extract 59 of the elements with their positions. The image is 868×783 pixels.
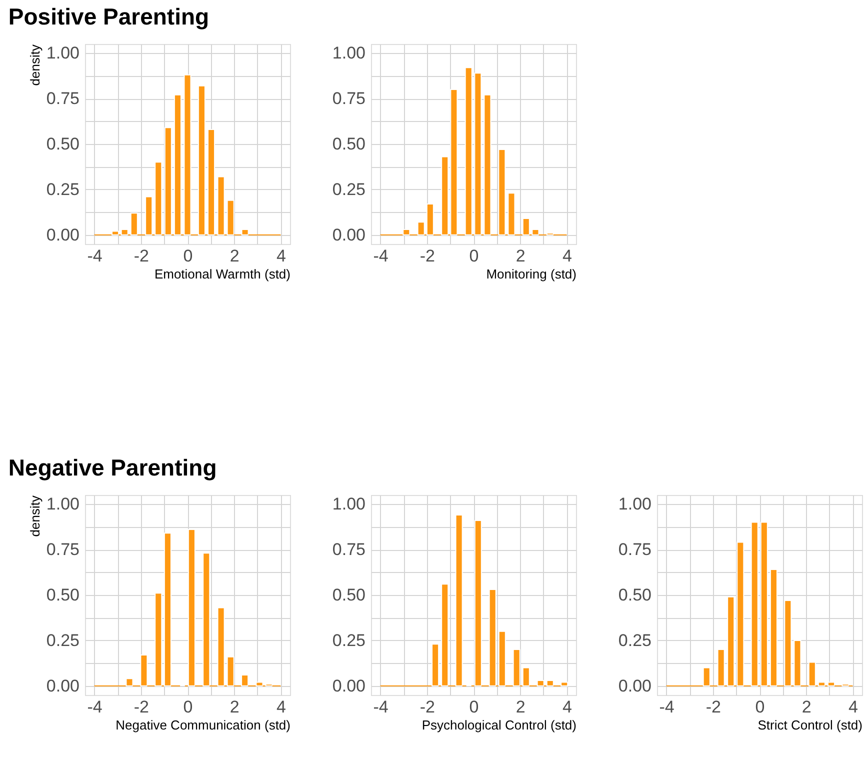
y-tick-label: 0.50 [332, 586, 366, 604]
y-tick-label: 0.50 [46, 134, 80, 154]
x-tick-label: 4 [562, 698, 572, 716]
y-axis-title: density [27, 44, 42, 86]
y-tick-label: 0.50 [618, 586, 652, 604]
y-tick-label: 0.00 [46, 676, 80, 696]
x-tick-label: -4 [659, 698, 674, 716]
x-tick-label: 0 [183, 246, 193, 266]
y-tick-label: 0.25 [46, 180, 80, 199]
x-tick-label: 2 [516, 698, 526, 716]
x-tick-label: 0 [469, 246, 479, 266]
y-tick-label: 1.00 [332, 44, 366, 63]
x-axis-title: Psychological Control (std) [422, 718, 576, 732]
y-tick-label: 0.75 [618, 540, 652, 560]
y-tick-label: 0.00 [618, 676, 652, 696]
y-tick-label: 1.00 [46, 494, 80, 514]
y-tick-label: 0.25 [618, 630, 652, 650]
x-tick-label: -4 [87, 698, 102, 716]
x-tick-label: 2 [230, 246, 240, 266]
x-axis-title: Strict Control (std) [758, 718, 862, 732]
x-tick-label: -4 [373, 698, 388, 716]
x-tick-label: 4 [276, 698, 286, 716]
x-tick-label: 4 [276, 246, 286, 266]
y-tick-label: 0.00 [46, 225, 80, 244]
chart-title: Positive Parenting [8, 4, 210, 30]
x-tick-label: -2 [134, 246, 149, 266]
y-tick-label: 1.00 [46, 44, 80, 63]
x-axis-title: Monitoring (std) [486, 266, 576, 282]
y-tick-label: 0.25 [332, 180, 366, 199]
x-tick-label: 2 [516, 246, 526, 266]
y-tick-label: 1.00 [332, 494, 366, 514]
x-tick-label: 2 [230, 698, 240, 716]
y-tick-label: 0.75 [332, 89, 366, 108]
x-tick-label: 0 [469, 698, 479, 716]
x-tick-label: -4 [87, 246, 102, 266]
x-tick-label: -4 [373, 246, 388, 266]
x-tick-label: -2 [420, 698, 435, 716]
x-tick-label: 4 [562, 246, 572, 266]
y-axis-title: density [27, 495, 42, 537]
x-tick-label: 4 [848, 698, 858, 716]
x-tick-label: -2 [420, 246, 435, 266]
x-axis-title: Negative Communication (std) [116, 718, 290, 732]
x-axis-title: Emotional Warmth (std) [154, 266, 290, 282]
y-tick-label: 0.00 [332, 225, 366, 244]
y-tick-label: 0.75 [332, 540, 366, 560]
y-tick-label: 0.50 [46, 586, 80, 604]
y-tick-label: 1.00 [618, 494, 652, 514]
x-tick-label: 2 [802, 698, 812, 716]
y-tick-label: 0.50 [332, 134, 366, 154]
y-tick-label: 0.25 [332, 630, 366, 650]
y-tick-label: 0.75 [46, 89, 80, 108]
x-tick-label: -2 [134, 698, 149, 716]
y-tick-label: 0.25 [46, 630, 80, 650]
x-tick-label: -2 [706, 698, 721, 716]
chart-title: Negative Parenting [8, 454, 217, 480]
y-tick-label: 0.00 [332, 676, 366, 696]
y-tick-label: 0.75 [46, 540, 80, 560]
x-tick-label: 0 [755, 698, 765, 716]
x-tick-label: 0 [183, 698, 193, 716]
